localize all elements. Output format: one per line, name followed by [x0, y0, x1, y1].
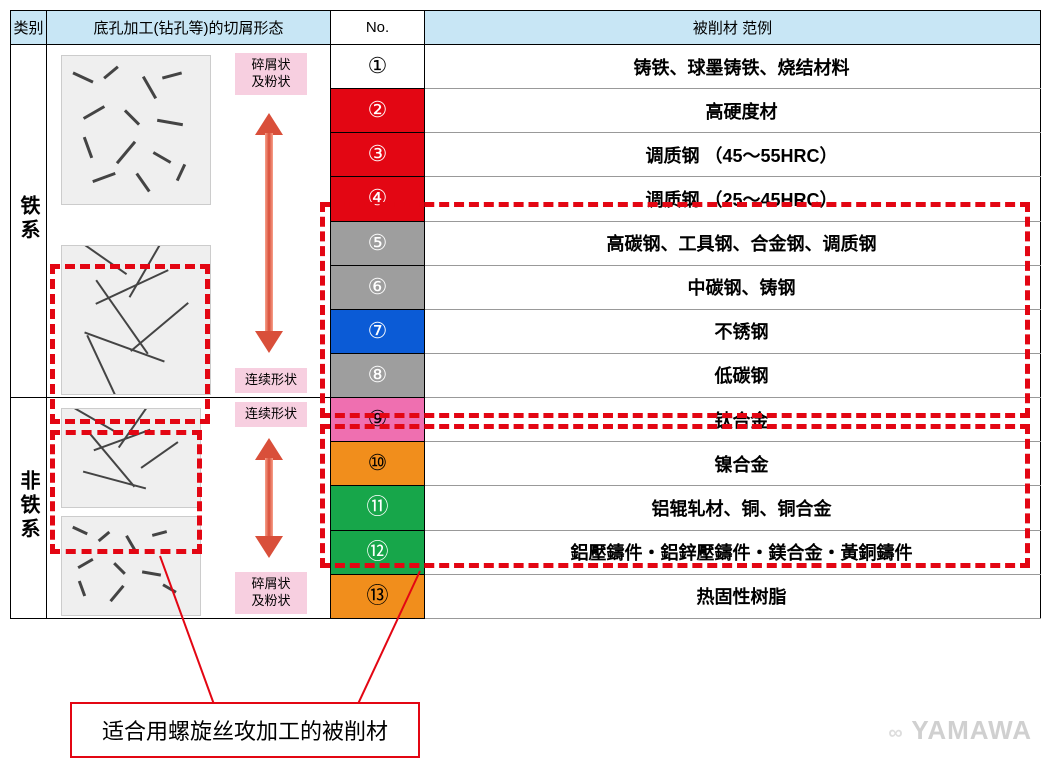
- label-continuous-1: 连续形状: [235, 368, 307, 393]
- arrow-nonferrous: [257, 438, 281, 558]
- chip-cell-ferrous: 碎屑状 及粉状 连续形状: [47, 45, 331, 398]
- mat-7: 不锈钢: [425, 309, 1041, 353]
- category-nonferrous: 非铁系: [11, 398, 47, 619]
- no-10: ⑩: [331, 442, 425, 486]
- no-13: ⑬: [331, 574, 425, 618]
- mat-13: 热固性树脂: [425, 574, 1041, 618]
- no-8: ⑧: [331, 353, 425, 397]
- no-12: ⑫: [331, 530, 425, 574]
- label-fragment: 碎屑状 及粉状: [235, 53, 307, 95]
- chip-image-nf-fragment: [61, 516, 201, 616]
- watermark: ∞ YAMAWA: [888, 715, 1032, 746]
- mat-8: 低碳钢: [425, 353, 1041, 397]
- no-7: ⑦: [331, 309, 425, 353]
- mat-6: 中碳钢、铸钢: [425, 265, 1041, 309]
- hdr-category: 类别: [11, 11, 47, 45]
- hdr-no: No.: [331, 11, 425, 45]
- arrow-ferrous: [257, 113, 281, 353]
- hdr-material: 被削材 范例: [425, 11, 1041, 45]
- label-fragment-2: 碎屑状 及粉状: [235, 572, 307, 614]
- no-5: ⑤: [331, 221, 425, 265]
- mat-10: 镍合金: [425, 442, 1041, 486]
- callout-box: 适合用螺旋丝攻加工的被削材: [70, 702, 420, 758]
- mat-3: 调质钢 （45～55HRC）: [425, 133, 1041, 177]
- no-3: ③: [331, 133, 425, 177]
- material-table: 类别 底孔加工(钻孔等)的切屑形态 No. 被削材 范例 铁系: [10, 10, 1041, 619]
- label-continuous-2: 连续形状: [235, 402, 307, 427]
- mat-11: 铝辊轧材、铜、铜合金: [425, 486, 1041, 530]
- chip-image-continuous: [61, 245, 211, 395]
- mat-12: 鋁壓鑄件・鋁鋅壓鑄件・鎂合金・黃銅鑄件: [425, 530, 1041, 574]
- mat-2: 高硬度材: [425, 89, 1041, 133]
- category-ferrous: 铁系: [11, 45, 47, 398]
- no-4: ④: [331, 177, 425, 221]
- mat-9: 钛合金: [425, 398, 1041, 442]
- header-row: 类别 底孔加工(钻孔等)的切屑形态 No. 被削材 范例: [11, 11, 1041, 45]
- chip-image-fragment: [61, 55, 211, 205]
- mat-5: 高碳钢、工具钢、合金钢、调质钢: [425, 221, 1041, 265]
- hdr-chip: 底孔加工(钻孔等)的切屑形态: [47, 11, 331, 45]
- no-6: ⑥: [331, 265, 425, 309]
- mat-4: 调质钢 （25～45HRC）: [425, 177, 1041, 221]
- mat-1: 铸铁、球墨铸铁、烧结材料: [425, 45, 1041, 89]
- no-2: ②: [331, 89, 425, 133]
- no-9: ⑨: [331, 398, 425, 442]
- no-1: ①: [331, 45, 425, 89]
- callout-text: 适合用螺旋丝攻加工的被削材: [102, 719, 388, 744]
- no-11: ⑪: [331, 486, 425, 530]
- chip-image-nf-continuous: [61, 408, 201, 508]
- chip-cell-nonferrous: 连续形状 碎屑状 及粉状: [47, 398, 331, 619]
